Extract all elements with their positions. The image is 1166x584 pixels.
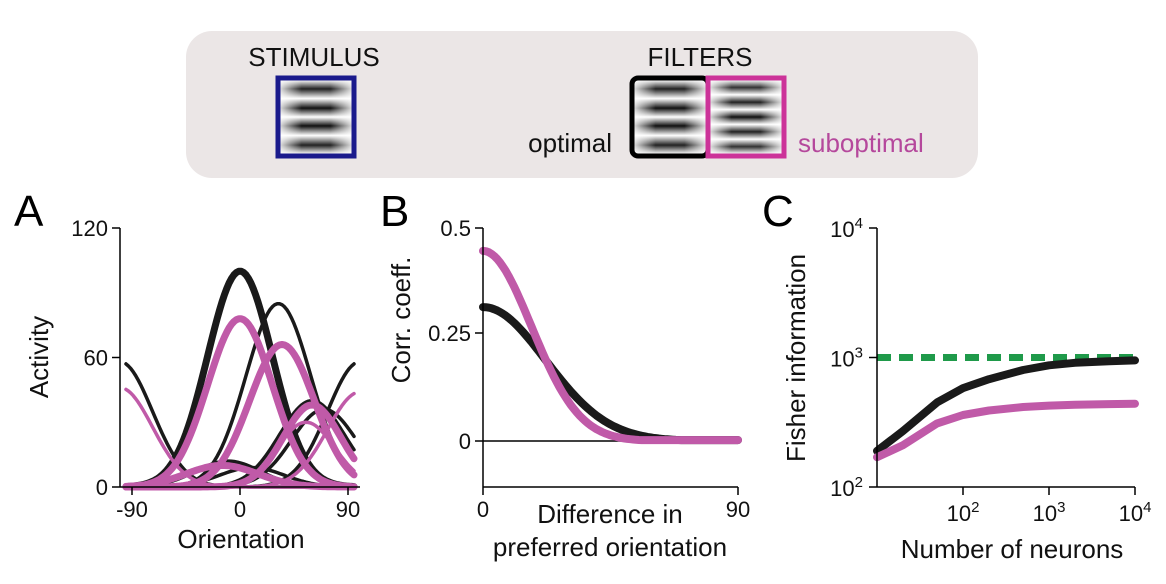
x-axis-label: Number of neurons	[901, 534, 1124, 564]
panel-a-chart: 0 60 120 -90 0 90 Orientation Activity	[24, 216, 360, 554]
x-tick-label: -90	[116, 497, 148, 522]
x-tick-label: 90	[726, 497, 750, 522]
fisher-curve	[873, 399, 1139, 462]
x-axis-label-line2: preferred orientation	[493, 532, 727, 562]
y-tick-label: 120	[71, 216, 108, 241]
stimulus-label: STIMULUS	[248, 42, 379, 72]
y-tick-label: 104	[830, 215, 863, 242]
y-tick-label: 0	[459, 429, 471, 454]
x-tick-label: 103	[1033, 499, 1066, 526]
suboptimal-filter	[705, 75, 787, 159]
tuning-curve	[124, 301, 356, 489]
y-tick-label: 60	[84, 346, 108, 371]
x-tick-label: 0	[477, 497, 489, 522]
filters-label: FILTERS	[648, 42, 753, 72]
x-tick-label: 104	[1119, 499, 1152, 526]
fisher-curve	[873, 356, 1139, 455]
panel-label-b: B	[380, 187, 409, 236]
y-axis-label: Activity	[24, 316, 54, 398]
tuning-curve	[122, 267, 358, 491]
suboptimal-label: suboptimal	[798, 128, 924, 158]
y-tick-label: 102	[830, 474, 863, 501]
y-axis-label: Fisher information	[781, 254, 811, 462]
x-axis-label-line1: Difference in	[537, 499, 683, 529]
y-axis-label: Corr. coeff.	[386, 257, 416, 384]
x-tick-label: 0	[234, 497, 246, 522]
y-tick-label: 103	[830, 345, 863, 372]
x-axis-label: Orientation	[177, 524, 304, 554]
legend-box: STIMULUS FILTERS optimal suboptimal	[186, 31, 978, 178]
stimulus-grating	[275, 75, 357, 159]
x-tick-label: 90	[336, 497, 360, 522]
tuning-curve	[122, 315, 358, 491]
y-tick-label: 0.25	[428, 321, 471, 346]
correlation-curve	[479, 303, 742, 445]
y-tick-label: 0.5	[440, 216, 471, 241]
panel-label-a: A	[14, 187, 44, 236]
y-tick-label: 0	[96, 475, 108, 500]
panel-label-c: C	[762, 187, 794, 236]
x-tick-label: 102	[947, 499, 980, 526]
optimal-filter	[629, 75, 711, 159]
optimal-label: optimal	[528, 128, 612, 158]
correlation-curve	[479, 246, 742, 445]
panel-c-chart: 102 103 104 102 103 104 Number of neurons Fishe…	[781, 215, 1151, 564]
